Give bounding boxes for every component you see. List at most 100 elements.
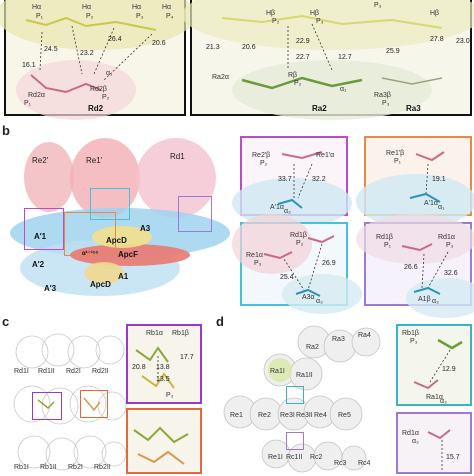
b-tl-label-3: Re1'α <box>316 152 335 159</box>
d-label-re1i: Re1I <box>268 454 283 461</box>
b-br-label-1: Rd1β <box>376 234 393 241</box>
b-label-apcd-bottom: ApcD <box>90 280 111 289</box>
c-row1-label-4: Rd2II <box>92 368 109 375</box>
d-label-ra1ii: Ra1II <box>296 372 313 379</box>
a-right-distance-2: 20.6 <box>242 44 256 51</box>
a-left-label-2: P₁ <box>36 13 44 20</box>
d-inset-top: Rb1β P₃ 12.9 Ra1α α₃ <box>396 324 472 406</box>
b-bl-label-1: Rd1β <box>290 232 307 239</box>
a-right-distance-6: 25.9 <box>386 48 400 55</box>
c-top-label-3: P₃ <box>166 392 174 399</box>
a-right-distance-4: 22.7 <box>296 54 310 61</box>
d-label-re3ii: Re3II <box>296 412 313 419</box>
d-top-label-2: P₃ <box>410 338 418 345</box>
b-label-a1p: A'1 <box>34 232 47 241</box>
b-tr-label-3: A'1α <box>424 200 438 207</box>
panel-a-left: Hα P₁ Hα P₂ Hα P₃ Hα P₄ 24.5 23.2 26.4 2… <box>0 0 196 120</box>
panel-a-right-structure <box>221 14 443 90</box>
b-inset-bottom-left: Rd1β P₂ Re1α P₃ 26.9 25.4 A3α α₃ <box>232 214 362 314</box>
c-highlight-purple <box>32 392 62 420</box>
a-left-label-13: α₁ <box>106 70 113 77</box>
a-left-label-9: P₁ <box>24 100 32 107</box>
b-inset-top-left: Re2'β P₂ Re1'α 33.7 32.2 A'1α α₃ <box>232 136 352 228</box>
c-highlight-orange <box>80 390 108 418</box>
b-label-re2: Re2' <box>32 156 49 165</box>
c-top-distance-1: 20.8 <box>132 364 146 371</box>
b-tl-label-4: A'1α <box>270 204 284 211</box>
a-left-title: Rd2 <box>88 104 104 113</box>
d-bottom-label-1: Rd1α <box>402 430 419 437</box>
d-bottom-label-2: α₃ <box>412 438 419 445</box>
b-inset-bottom-right: Rd1β P₁ Rd1α P₃ 26.6 32.6 A1β α₃ <box>356 214 474 318</box>
b-br-label-6: α₃ <box>432 298 439 305</box>
a-right-distance-7: 27.8 <box>430 36 444 43</box>
b-label-rd1: Rd1 <box>170 152 185 161</box>
d-label-ra1i: Ra1I <box>270 368 285 375</box>
a-right-label-1: Hβ <box>266 10 276 17</box>
a-right-label-7: Rβ <box>288 72 298 79</box>
a-left-label-6: P₃ <box>136 13 144 20</box>
c-row1-label-2: Rd1II <box>38 368 55 375</box>
b-label-a1: A1 <box>118 272 129 281</box>
d-highlight-purple <box>286 432 304 450</box>
a-right-label-11: Ra3β <box>374 92 391 99</box>
b-bl-label-2: P₂ <box>296 240 304 247</box>
a-right-title-a: Ra2 <box>312 104 327 113</box>
c-row2-label-4: Rb2II <box>94 464 111 471</box>
d-label-re1: Re1 <box>230 412 243 419</box>
d-label-ra4: Ra4 <box>358 332 371 339</box>
c-top-label-1: Rb1α <box>146 330 163 337</box>
b-label-a3p: A'3 <box>44 284 57 293</box>
a-right-label-12: P₃ <box>382 100 390 107</box>
d-top-distance-1: 12.9 <box>442 366 456 373</box>
b-bl-label-6: α₃ <box>316 298 323 305</box>
a-right-label-3: Hβ <box>310 10 320 17</box>
a-left-label-12: Rd2α <box>28 92 45 99</box>
d-label-rc2: Rc2 <box>310 454 323 461</box>
panel-a-right: Hβ P₂ Hβ P₃ P₃ Hβ 21.3 20.6 22.9 22.7 12… <box>182 0 474 120</box>
d-label-re3i: Re3I <box>280 412 295 419</box>
c-top-distance-2: 13.8 <box>156 364 170 371</box>
d-label-rc4: Rc4 <box>358 460 371 467</box>
d-label-ra2: Ra2 <box>306 344 319 351</box>
b-label-apcd-top: ApcD <box>106 236 127 245</box>
panel-c-complex: Rd1I Rd1II Rd2I Rd2II Rb1I Rb1II Rb2I Rb… <box>13 324 127 472</box>
d-bottom-distance-1: 15.7 <box>446 454 460 461</box>
d-highlight-cyan <box>286 386 304 404</box>
b-br-label-3: Rd1α <box>438 234 455 241</box>
b-bl-distance-1: 26.9 <box>322 260 336 267</box>
c-row1-label-1: Rd1I <box>14 368 29 375</box>
c-top-distance-4: 17.7 <box>180 354 194 361</box>
a-right-label-8: P₂ <box>294 80 302 87</box>
b-tl-label-1: Re2'β <box>252 152 271 159</box>
b-tl-distance-2: 32.2 <box>312 176 326 183</box>
b-bl-distance-2: 25.4 <box>280 274 294 281</box>
c-top-distance-3: 13.5 <box>156 376 170 383</box>
b-bl-label-4: P₃ <box>254 260 262 267</box>
d-label-rc3: Rc3 <box>334 460 347 467</box>
b-label-alpha: α¹⁻¹⁵⁵ <box>82 251 99 257</box>
b-highlight-purple <box>178 196 212 232</box>
b-label-re1: Re1' <box>86 156 103 165</box>
d-inset-bottom: Rd1α α₃ 15.7 <box>396 412 472 474</box>
c-inset-top: Rb1α Rb1β 20.8 13.8 13.5 17.7 P₃ <box>126 324 202 404</box>
a-right-label-5: P₃ <box>374 2 382 9</box>
a-left-distance-2: 23.2 <box>80 50 94 57</box>
a-left-label-5: Hα <box>132 4 142 11</box>
b-tl-label-2: P₂ <box>260 160 268 167</box>
c-row2-label-1: Rb1I <box>14 464 29 471</box>
b-label-apcf: ApcF <box>118 250 138 259</box>
b-br-distance-1: 26.6 <box>404 264 418 271</box>
panel-d-complex: Ra2 Ra3 Ra4 Ra1I Ra1II Re1 Re2 Re3I Re3I… <box>223 325 394 474</box>
a-right-label-2: P₂ <box>272 18 280 25</box>
a-right-title-b: Ra3 <box>406 104 421 113</box>
a-left-label-8: P₄ <box>166 13 174 20</box>
a-left-label-10: Rd2β <box>90 86 107 93</box>
d-label-re5: Re5 <box>338 412 351 419</box>
d-label-rc1ii: Rc1II <box>286 454 303 461</box>
panel-c-letter: c <box>2 314 10 329</box>
panel-b-complex: Re2' Re1' Rd1 A'1 A3 ApcD A'2 ApcF α¹⁻¹⁵… <box>10 132 230 312</box>
c-top-label-2: Rb1β <box>172 330 189 337</box>
b-br-label-5: A1β <box>418 296 431 303</box>
b-inset-top-right: Re1'β P₁ 19.1 A'1α α₁ <box>356 136 474 228</box>
